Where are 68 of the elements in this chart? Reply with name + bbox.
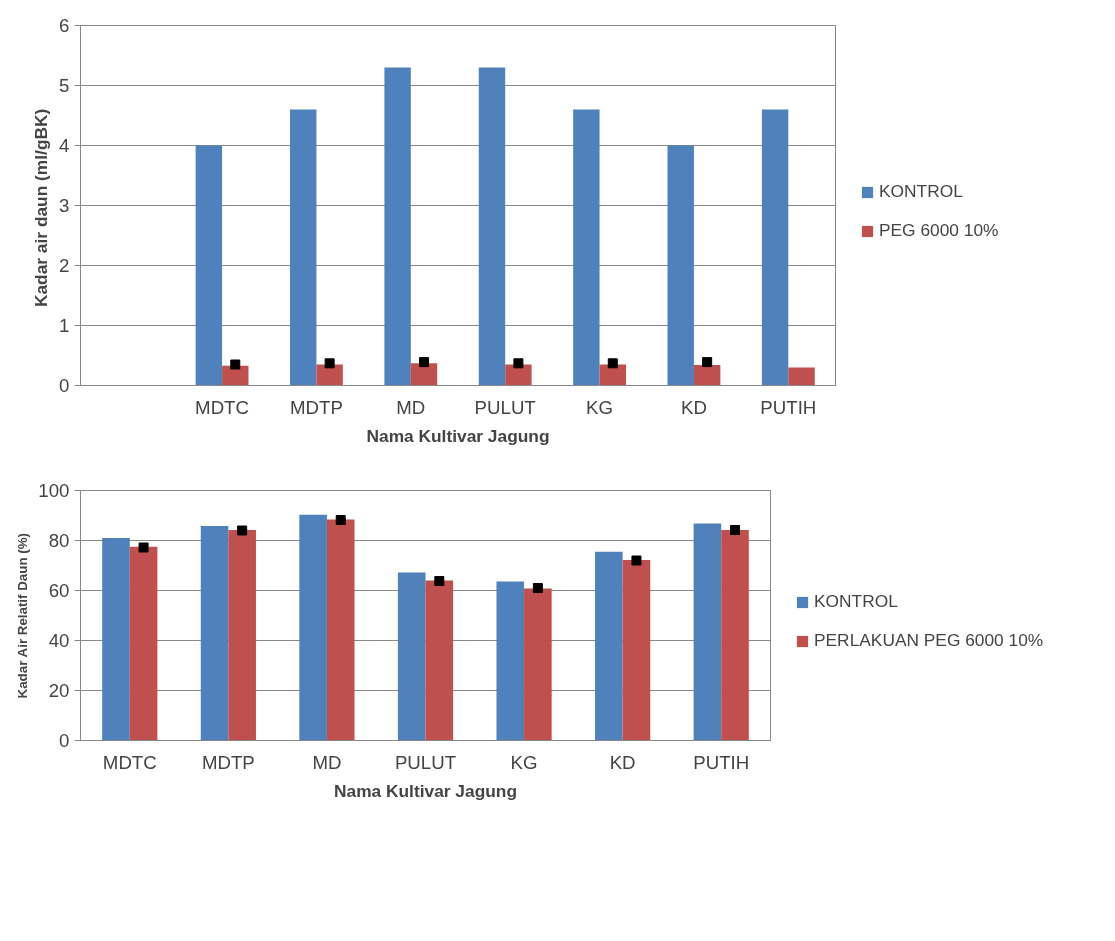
bar xyxy=(622,560,651,741)
bar xyxy=(667,145,694,386)
point xyxy=(237,525,248,536)
x-tick-label: KG xyxy=(510,751,538,773)
legend-label: PEG 6000 10% xyxy=(879,220,999,241)
bar xyxy=(524,588,552,741)
y-tick-label: 60 xyxy=(48,580,70,601)
bar xyxy=(102,538,130,741)
x-tick-label: KG xyxy=(586,396,614,418)
y-tick-label: 3 xyxy=(59,195,70,216)
x-tick-label: PULUT xyxy=(394,751,457,773)
bar xyxy=(693,365,721,386)
bar xyxy=(478,67,506,386)
x-tick-label: MDTP xyxy=(201,751,255,773)
point xyxy=(631,555,642,566)
point xyxy=(138,542,149,553)
y-tick-label: 4 xyxy=(59,135,70,156)
x-tick-label: KD xyxy=(680,396,707,418)
bar xyxy=(425,580,454,741)
x-tick-label: MDTP xyxy=(290,396,343,418)
y-tick-label: 1 xyxy=(59,315,70,336)
y-tick-label: 80 xyxy=(48,530,70,551)
legend-label: KONTROL xyxy=(814,591,898,612)
point xyxy=(434,576,445,586)
y-tick-label: 20 xyxy=(48,680,70,701)
x-tick-label: MDTC xyxy=(102,751,157,773)
bar xyxy=(200,526,229,741)
bar xyxy=(573,109,600,386)
bar xyxy=(595,551,623,741)
bar xyxy=(505,364,532,386)
x-tick-label: PUTIH xyxy=(693,751,750,773)
bar xyxy=(299,514,327,741)
bar xyxy=(721,530,749,741)
x-tick-label: MD xyxy=(312,751,342,773)
x-tick-label: PUTIH xyxy=(760,396,817,418)
bar xyxy=(410,363,438,386)
bar xyxy=(384,67,411,386)
y-tick-label: 0 xyxy=(59,375,70,396)
x-tick-label: KD xyxy=(609,751,636,773)
bar xyxy=(326,519,355,741)
y-tick-label: 0 xyxy=(59,730,70,751)
point xyxy=(730,525,741,535)
y-tick-label: 5 xyxy=(59,75,70,96)
x-tick-label: PULUT xyxy=(474,396,536,418)
bar xyxy=(788,367,815,386)
y-tick-label: 2 xyxy=(59,255,70,276)
legend-label: KONTROL xyxy=(879,181,963,202)
bar xyxy=(693,523,722,741)
point xyxy=(532,583,543,593)
bar xyxy=(496,581,525,741)
bar xyxy=(290,109,317,386)
y-axis-title: Kadar Air Relatif Daun (%) xyxy=(15,533,31,699)
x-tick-label: MD xyxy=(396,396,426,418)
bar xyxy=(228,530,256,741)
bar xyxy=(316,364,343,386)
point xyxy=(335,515,346,525)
bar xyxy=(129,546,158,741)
x-axis-title: Nama Kultivar Jagung xyxy=(334,780,517,801)
y-tick-label: 100 xyxy=(38,480,70,501)
bar xyxy=(761,109,789,386)
bar xyxy=(195,145,223,386)
x-axis-title: Nama Kultivar Jagung xyxy=(366,425,550,446)
y-tick-label: 6 xyxy=(59,15,70,36)
y-tick-label: 40 xyxy=(48,630,70,651)
x-tick-label: MDTC xyxy=(195,396,250,418)
bar xyxy=(397,572,426,741)
legend-label: PERLAKUAN PEG 6000 10% xyxy=(814,630,1044,651)
y-axis-title: Kadar air daun (ml/gBK) xyxy=(31,108,52,308)
